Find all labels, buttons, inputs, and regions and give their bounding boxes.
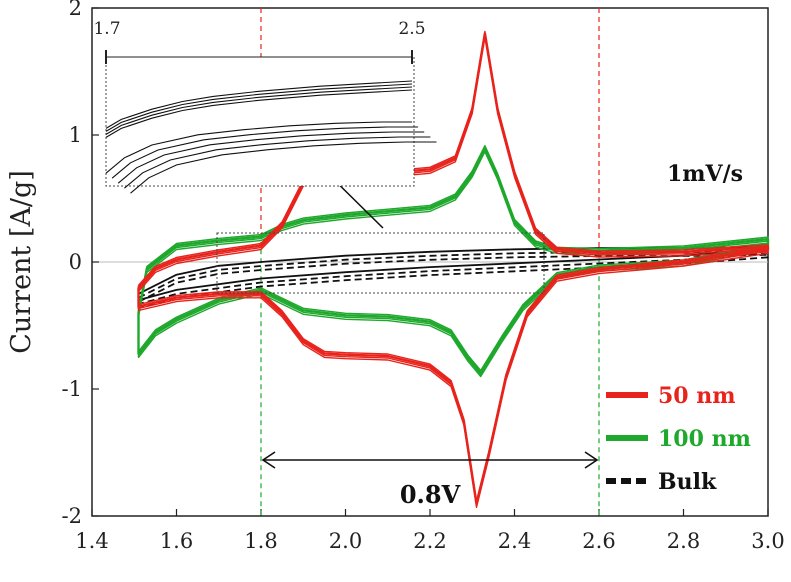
x-tick-label: 1.8 xyxy=(244,529,277,553)
legend-label: 100 nm xyxy=(658,426,751,452)
y-tick-label: -2 xyxy=(62,504,82,528)
inset-lower-curve xyxy=(130,141,437,194)
y-axis-label: Current [A/g] xyxy=(6,170,37,354)
legend-label: 50 nm xyxy=(658,383,736,409)
legend-label: Bulk xyxy=(658,469,717,495)
inset-lower-curve xyxy=(105,121,412,174)
inset-zoom: 1.7 2.5 xyxy=(93,19,437,194)
voltage-span-label: 0.8V xyxy=(400,480,461,509)
x-tick-label: 2.2 xyxy=(413,529,446,553)
x-tick-label: 2.0 xyxy=(329,529,362,553)
y-tick-label: 0 xyxy=(69,250,82,274)
x-tick-label: 2.4 xyxy=(498,529,531,553)
y-tick-label: 2 xyxy=(69,0,82,20)
voltage-span-arrow xyxy=(261,451,599,469)
x-tick-label: 2.6 xyxy=(582,529,615,553)
rate-annotation: 1mV/s xyxy=(667,161,743,187)
legend: 50 nm 100 nm Bulk xyxy=(606,383,751,495)
zoom-region xyxy=(216,232,545,294)
inset-tick-label-left: 1.7 xyxy=(93,19,120,39)
inset-tick-label-right: 2.5 xyxy=(398,19,425,39)
series-line-100-nm xyxy=(137,145,769,372)
x-tick-label: 2.8 xyxy=(667,529,700,553)
inset-upper-curve xyxy=(105,83,413,132)
inset-lower-curve xyxy=(117,131,425,184)
y-axis-ticks: 2 1 0 -1 -2 xyxy=(62,0,99,528)
y-tick-label: -1 xyxy=(62,377,82,401)
inset-lower-curve xyxy=(111,126,419,179)
x-tick-label: 1.6 xyxy=(160,529,193,553)
inset-upper-curve xyxy=(105,89,413,138)
inset-lower-curve xyxy=(124,136,431,189)
x-tick-label: 1.4 xyxy=(75,529,108,553)
y-tick-label: 1 xyxy=(69,123,82,147)
inset-curves xyxy=(105,80,437,194)
x-axis-ticks: 1.4 1.6 1.8 2.0 2.2 2.4 2.6 2.8 3.0 xyxy=(75,509,785,553)
inset-upper-curve xyxy=(105,86,413,135)
x-tick-label: 3.0 xyxy=(751,529,784,553)
inset-upper-curve xyxy=(105,80,413,129)
inset-frame xyxy=(105,56,415,187)
